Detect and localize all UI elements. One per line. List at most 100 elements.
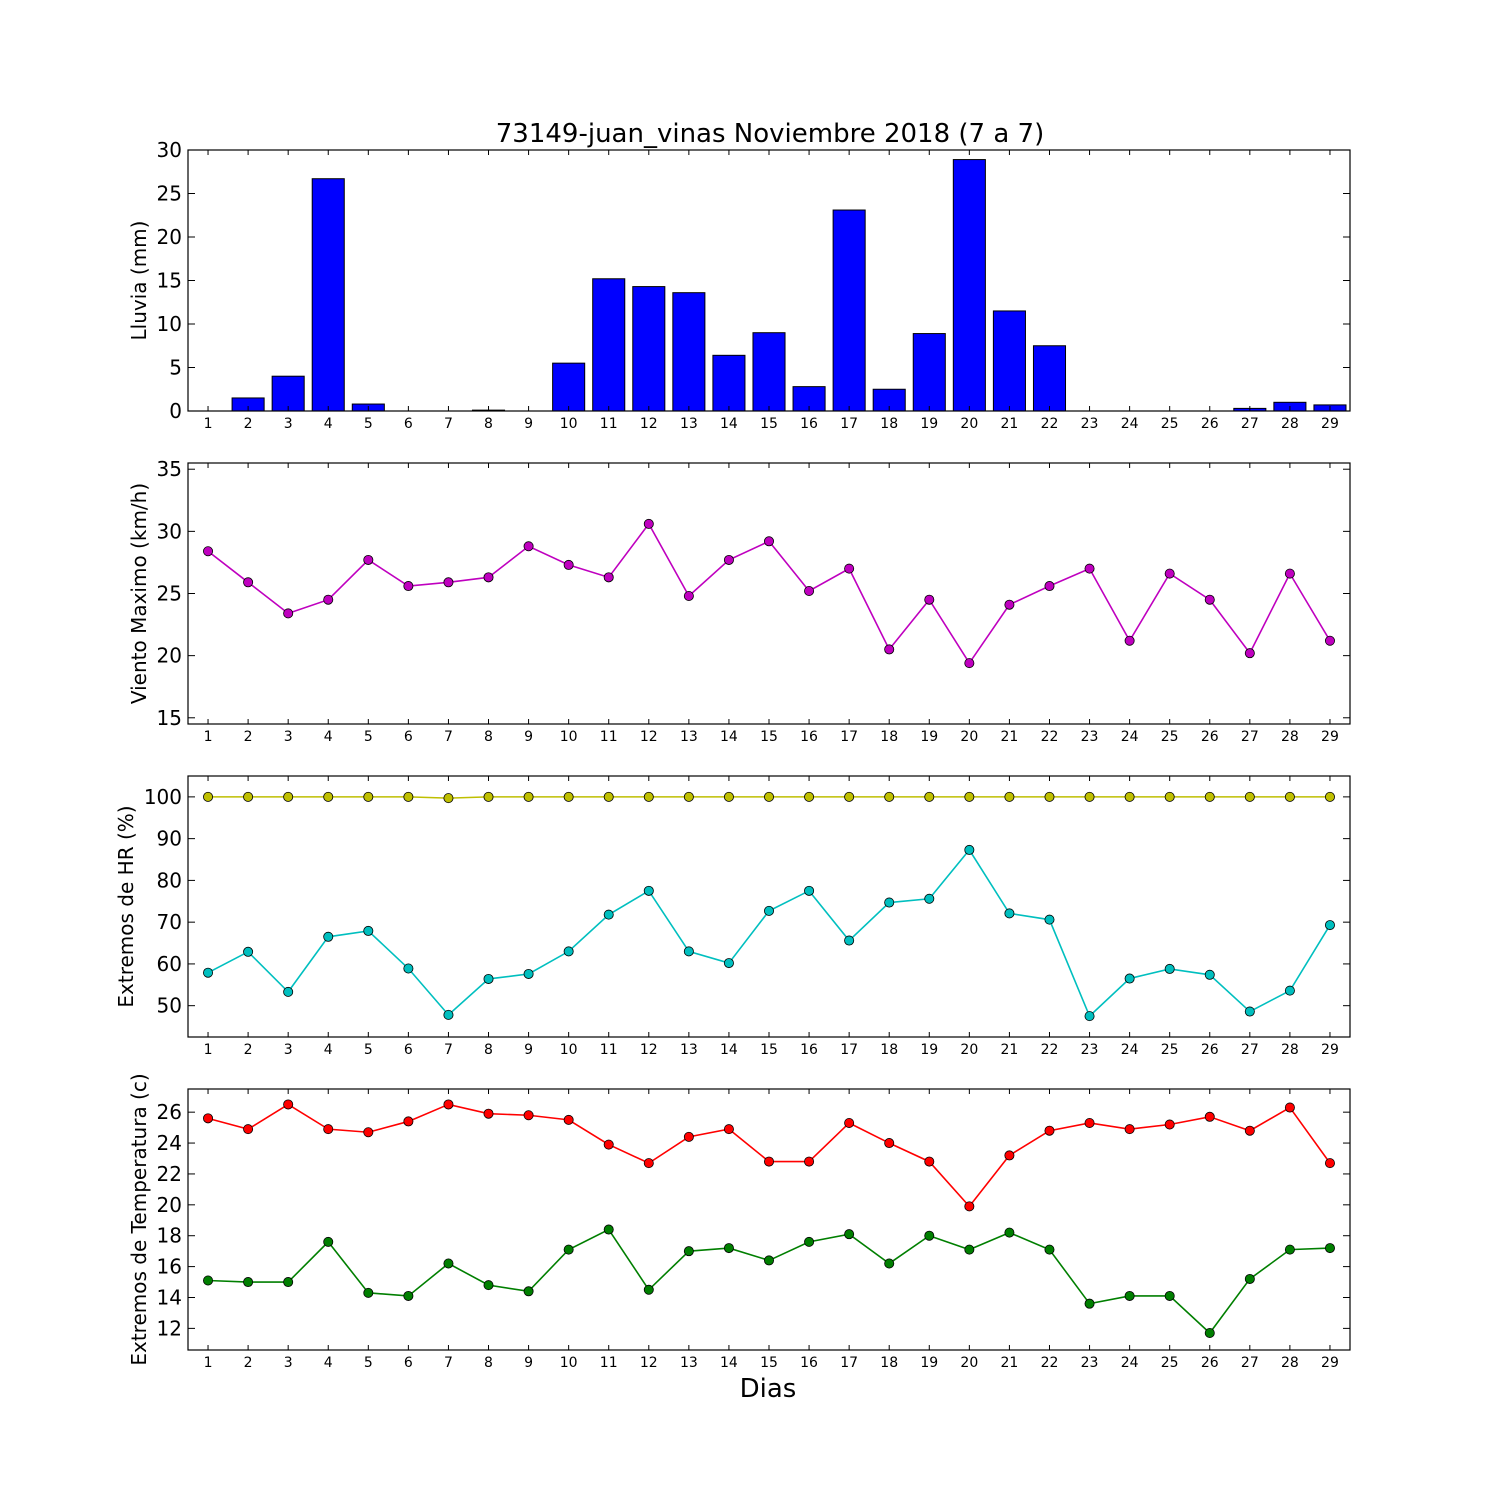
humidity-series-2-point-day-28 <box>1284 985 1295 996</box>
temperature-series-1-point-day-18 <box>884 1138 895 1149</box>
humidity-series-1-point-day-22 <box>1044 791 1055 802</box>
x-tick-label: 27 <box>1241 416 1259 432</box>
temperature-series-1-point-day-24 <box>1124 1124 1135 1135</box>
x-tick-label: 17 <box>840 1042 858 1058</box>
humidity-series-1-point-day-17 <box>844 791 855 802</box>
temperature-series-2-point-day-15 <box>764 1255 775 1266</box>
y-tick-label: 24 <box>157 1131 182 1155</box>
temperature-series-2-point-day-3 <box>283 1277 294 1288</box>
humidity-series-1-point-day-5 <box>363 791 374 802</box>
x-tick-label: 1 <box>204 416 213 432</box>
figure-title: 73149-juan_vinas Noviembre 2018 (7 a 7) <box>496 119 1044 149</box>
humidity-series-1-point-day-4 <box>323 791 334 802</box>
humidity-series-1-point-day-16 <box>804 791 815 802</box>
y-tick-label: 16 <box>157 1255 182 1279</box>
temperature-series-2-point-day-24 <box>1124 1290 1135 1301</box>
temperature-series-1-point-day-17 <box>844 1117 855 1128</box>
humidity-series-1-point-day-23 <box>1084 791 1095 802</box>
temperature-series-2-point-day-9 <box>523 1286 534 1297</box>
x-tick-label: 1 <box>204 1042 213 1058</box>
x-tick-label: 17 <box>840 729 858 745</box>
x-tick-label: 22 <box>1041 1355 1059 1371</box>
x-tick-label: 26 <box>1201 1042 1219 1058</box>
temperature-series-1-point-day-26 <box>1204 1111 1215 1122</box>
x-tick-label: 4 <box>324 1042 333 1058</box>
plot-area <box>188 1089 1350 1350</box>
humidity-series-1-point-day-2 <box>243 791 254 802</box>
y-tick-label: 35 <box>157 457 182 481</box>
x-tick-label: 10 <box>560 1042 578 1058</box>
wind-series-1-point-day-15 <box>764 536 775 547</box>
y-tick-label: 50 <box>157 994 182 1018</box>
temperature-series-1-point-day-12 <box>643 1158 654 1169</box>
temperature-series-2-point-day-23 <box>1084 1298 1095 1309</box>
x-tick-label: 27 <box>1241 1355 1259 1371</box>
humidity-series-2-point-day-4 <box>323 931 334 942</box>
x-tick-label: 26 <box>1201 1355 1219 1371</box>
y-tick-label: 0 <box>169 399 182 423</box>
x-tick-label: 27 <box>1241 729 1259 745</box>
x-tick-label: 14 <box>720 416 738 432</box>
temperature-series-2-point-day-25 <box>1164 1290 1175 1301</box>
humidity-series-2-point-day-1 <box>203 967 214 978</box>
x-tick-label: 25 <box>1161 729 1179 745</box>
x-tick-label: 8 <box>484 416 493 432</box>
wind-series-1-point-day-20 <box>964 658 975 669</box>
x-tick-label: 9 <box>524 1355 533 1371</box>
x-tick-label: 2 <box>244 416 253 432</box>
y-tick-label: 18 <box>157 1224 182 1248</box>
x-tick-label: 29 <box>1321 1355 1339 1371</box>
x-tick-label: 11 <box>600 729 618 745</box>
x-tick-label: 19 <box>920 729 938 745</box>
y-tick-label: 80 <box>157 868 182 892</box>
x-tick-label: 9 <box>524 416 533 432</box>
humidity-series-1-point-day-15 <box>764 791 775 802</box>
wind-series-1-point-day-26 <box>1204 594 1215 605</box>
y-tick-label: 20 <box>157 644 182 668</box>
temperature-series-2-point-day-5 <box>363 1287 374 1298</box>
wind-series-1-point-day-5 <box>363 554 374 565</box>
temperature-series-2-point-day-4 <box>323 1236 334 1247</box>
x-tick-label: 28 <box>1281 1355 1299 1371</box>
humidity-series-1-point-day-20 <box>964 791 975 802</box>
y-tick-label: 60 <box>157 952 182 976</box>
humidity-series-1-point-day-14 <box>723 791 734 802</box>
x-tick-label: 14 <box>720 729 738 745</box>
y-tick-label: 14 <box>157 1285 182 1309</box>
wind-series-1-point-day-13 <box>683 590 694 601</box>
bar-day-10 <box>552 362 586 412</box>
x-tick-label: 10 <box>560 729 578 745</box>
wind-series-1-point-day-11 <box>603 572 614 583</box>
wind-series-1-point-day-16 <box>804 586 815 597</box>
x-tick-label: 16 <box>800 729 818 745</box>
x-tick-label: 23 <box>1081 1355 1099 1371</box>
x-tick-label: 2 <box>244 729 253 745</box>
y-tick-label: 90 <box>157 827 182 851</box>
y-tick-label: 22 <box>157 1162 182 1186</box>
bar-day-16 <box>792 386 826 412</box>
wind-series-1-point-day-14 <box>723 554 734 565</box>
wind-series-1-point-day-18 <box>884 644 895 655</box>
y-tick-label: 100 <box>144 785 182 809</box>
wind-series-1-point-day-8 <box>483 572 494 583</box>
x-tick-label: 9 <box>524 1042 533 1058</box>
wind-series-1-point-day-25 <box>1164 568 1175 579</box>
wind-series-1-point-day-12 <box>643 518 654 529</box>
x-tick-label: 6 <box>404 416 413 432</box>
temperature-series-2-point-day-20 <box>964 1244 975 1255</box>
x-tick-label: 12 <box>640 729 658 745</box>
temperature-series-1-point-day-13 <box>683 1131 694 1142</box>
bar-day-15 <box>752 332 786 412</box>
humidity-series-1-point-day-7 <box>443 793 454 804</box>
x-tick-label: 29 <box>1321 729 1339 745</box>
temperature-series-2-point-day-28 <box>1284 1244 1295 1255</box>
y-axis-label: Viento Maximo (km/h) <box>127 483 151 704</box>
wind-series-1-point-day-4 <box>323 594 334 605</box>
wind-series-1-point-day-17 <box>844 563 855 574</box>
temperature-series-1-point-day-22 <box>1044 1125 1055 1136</box>
x-tick-label: 10 <box>560 416 578 432</box>
bar-day-13 <box>672 292 706 412</box>
humidity-series-2-point-day-19 <box>924 893 935 904</box>
wind-series-1-point-day-2 <box>243 577 254 588</box>
